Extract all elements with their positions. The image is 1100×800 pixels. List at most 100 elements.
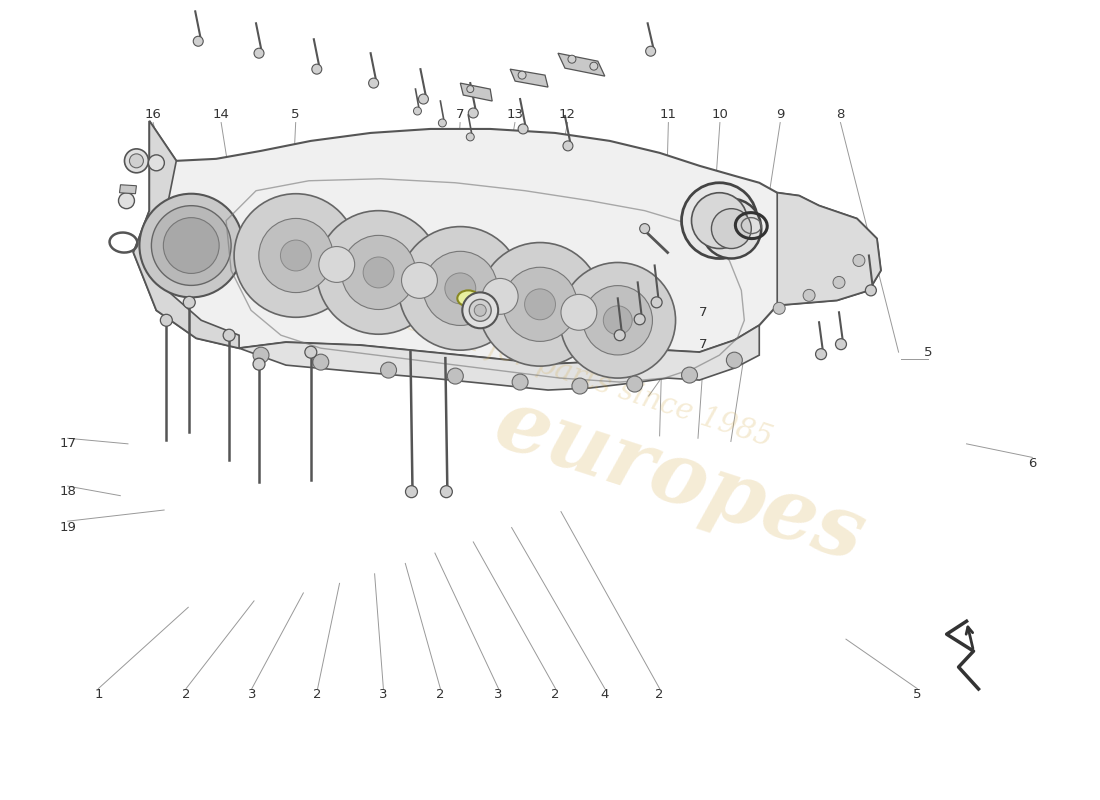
Circle shape	[152, 206, 231, 286]
Circle shape	[474, 304, 486, 316]
Circle shape	[280, 240, 311, 271]
Text: 2: 2	[551, 689, 560, 702]
Circle shape	[312, 354, 329, 370]
Circle shape	[682, 182, 757, 258]
Text: 17: 17	[59, 438, 76, 450]
Text: 10: 10	[712, 108, 728, 121]
Circle shape	[311, 64, 322, 74]
Circle shape	[234, 194, 358, 318]
Circle shape	[563, 141, 573, 151]
Ellipse shape	[458, 290, 480, 306]
Text: 7: 7	[455, 108, 464, 121]
Circle shape	[258, 218, 333, 293]
Circle shape	[627, 376, 642, 392]
Circle shape	[518, 124, 528, 134]
Circle shape	[640, 224, 650, 234]
Text: 7: 7	[700, 306, 707, 319]
Circle shape	[503, 267, 578, 342]
Circle shape	[614, 330, 625, 341]
Circle shape	[381, 362, 396, 378]
Circle shape	[702, 198, 761, 258]
Polygon shape	[460, 83, 492, 101]
Text: 6: 6	[1028, 458, 1036, 470]
Circle shape	[424, 251, 497, 326]
Polygon shape	[558, 54, 605, 76]
Circle shape	[341, 235, 416, 310]
Circle shape	[560, 262, 675, 378]
Circle shape	[712, 209, 751, 249]
Circle shape	[568, 55, 576, 63]
Text: 2: 2	[436, 689, 444, 702]
Circle shape	[466, 86, 474, 93]
Polygon shape	[133, 121, 239, 348]
Circle shape	[646, 46, 656, 56]
Polygon shape	[510, 69, 548, 87]
Circle shape	[852, 254, 865, 266]
Text: europes: europes	[484, 381, 874, 578]
Circle shape	[194, 36, 204, 46]
Circle shape	[590, 62, 597, 70]
Circle shape	[482, 278, 518, 314]
Text: 2: 2	[182, 689, 190, 702]
Text: 19: 19	[59, 521, 76, 534]
Text: 18: 18	[59, 485, 76, 498]
Circle shape	[448, 368, 463, 384]
Circle shape	[561, 294, 597, 330]
Circle shape	[466, 133, 474, 141]
Circle shape	[319, 246, 354, 282]
Circle shape	[130, 154, 143, 168]
Text: 1: 1	[95, 689, 102, 702]
Text: 5: 5	[913, 689, 922, 702]
Polygon shape	[133, 121, 881, 364]
Circle shape	[254, 48, 264, 58]
Text: 13: 13	[506, 108, 524, 121]
Text: 2: 2	[314, 689, 322, 702]
Circle shape	[398, 226, 522, 350]
Polygon shape	[239, 326, 759, 390]
Circle shape	[184, 296, 195, 308]
Circle shape	[161, 314, 173, 326]
Circle shape	[518, 71, 526, 79]
Polygon shape	[778, 193, 881, 306]
Circle shape	[119, 193, 134, 209]
Circle shape	[368, 78, 378, 88]
Circle shape	[363, 257, 394, 288]
Circle shape	[583, 286, 652, 355]
Circle shape	[682, 367, 697, 383]
Circle shape	[525, 289, 556, 320]
Text: 11: 11	[660, 108, 676, 121]
Text: 12: 12	[559, 108, 576, 121]
Text: 9: 9	[776, 108, 784, 121]
Text: 5: 5	[292, 108, 300, 121]
Circle shape	[444, 273, 476, 304]
Circle shape	[439, 119, 447, 127]
Circle shape	[692, 193, 747, 249]
Circle shape	[478, 242, 602, 366]
Text: 2: 2	[656, 689, 664, 702]
Circle shape	[833, 277, 845, 288]
Text: 4: 4	[601, 689, 609, 702]
Circle shape	[726, 352, 742, 368]
Circle shape	[402, 262, 438, 298]
Circle shape	[836, 338, 847, 350]
Text: a passion for parts since 1985: a passion for parts since 1985	[344, 288, 776, 452]
Circle shape	[140, 194, 243, 298]
Circle shape	[305, 346, 317, 358]
Circle shape	[572, 378, 587, 394]
Circle shape	[803, 290, 815, 302]
Circle shape	[603, 306, 632, 334]
Circle shape	[635, 314, 646, 325]
Text: 14: 14	[212, 108, 230, 121]
Circle shape	[406, 486, 418, 498]
Circle shape	[253, 358, 265, 370]
Circle shape	[470, 299, 492, 322]
Circle shape	[462, 292, 498, 328]
Circle shape	[124, 149, 148, 173]
Circle shape	[418, 94, 428, 104]
Circle shape	[513, 374, 528, 390]
Circle shape	[773, 302, 785, 314]
Text: 8: 8	[836, 108, 845, 121]
Circle shape	[651, 297, 662, 308]
Circle shape	[253, 347, 270, 363]
Circle shape	[866, 285, 877, 296]
